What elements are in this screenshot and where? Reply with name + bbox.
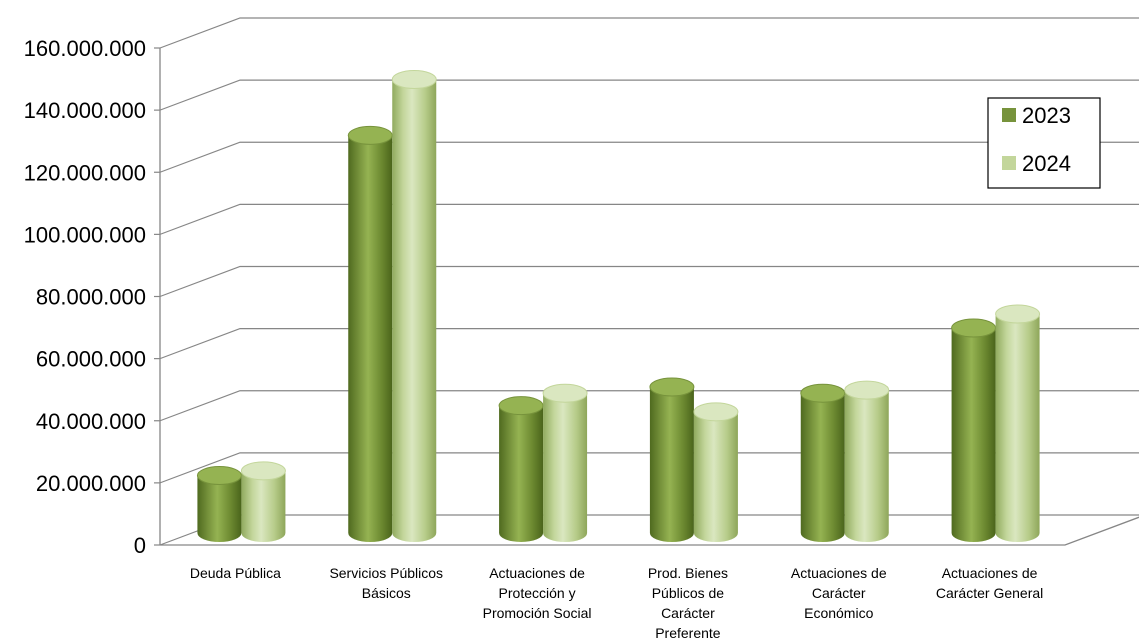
legend-label-2023: 2023 — [1022, 103, 1071, 128]
bar-2024-5 — [995, 304, 1041, 542]
bar-2023-4 — [800, 383, 846, 542]
legend-label-2024: 2024 — [1022, 151, 1071, 176]
x-category-label: Servicios Públicos Básicos — [329, 565, 443, 601]
bar-2023-0 — [196, 466, 242, 542]
bar-2023-5 — [951, 318, 997, 542]
gridline — [159, 79, 1139, 111]
y-tick-label: 20.000.000 — [36, 471, 146, 496]
x-category-label: Actuaciones de Carácter Económico — [791, 565, 887, 621]
bar-2024-0 — [240, 461, 286, 542]
gridline — [159, 328, 1139, 360]
y-tick-label: 100.000.000 — [24, 222, 146, 247]
y-tick-label: 0 — [134, 533, 146, 558]
bar-2023-2 — [498, 396, 544, 542]
gridline — [159, 265, 1139, 298]
y-tick-label: 140.000.000 — [24, 98, 146, 123]
x-axis-categories: Deuda Pública Servicios Públicos Básicos Ac… — [190, 565, 1043, 641]
bar-2024-4 — [844, 380, 890, 542]
floor — [160, 516, 1139, 546]
bar-2023-1 — [347, 125, 393, 542]
bar-2024-3 — [693, 402, 739, 542]
gridline — [159, 203, 1139, 235]
y-tick-label: 160.000.000 — [24, 36, 146, 61]
legend-swatch-2023 — [1002, 108, 1016, 122]
y-tick-label: 120.000.000 — [24, 160, 146, 185]
legend-swatch-2024 — [1002, 156, 1016, 170]
bar-2024-2 — [542, 383, 588, 542]
x-category-label: Deuda Pública — [190, 565, 281, 581]
bars — [196, 69, 1041, 543]
x-category-label: Actuaciones de Protección y Promoción Soci… — [483, 565, 592, 621]
y-axis-ticks: 0 20.000.000 40.000.000 60.000.000 80.000.00… — [24, 36, 160, 558]
gridlines — [159, 17, 1139, 546]
x-category-label: Prod. Bienes Públicos de Carácter Preferent… — [648, 565, 728, 641]
gridline — [159, 17, 1139, 49]
y-tick-label: 80.000.000 — [36, 285, 146, 310]
x-category-label: Actuaciones de Carácter General — [936, 565, 1043, 601]
gridline — [159, 141, 1139, 173]
y-tick-label: 60.000.000 — [36, 347, 146, 372]
bar-2023-3 — [649, 377, 695, 542]
y-tick-label: 40.000.000 — [36, 409, 146, 434]
legend: 2023 2024 — [987, 97, 1101, 189]
bar-2024-1 — [391, 69, 437, 543]
